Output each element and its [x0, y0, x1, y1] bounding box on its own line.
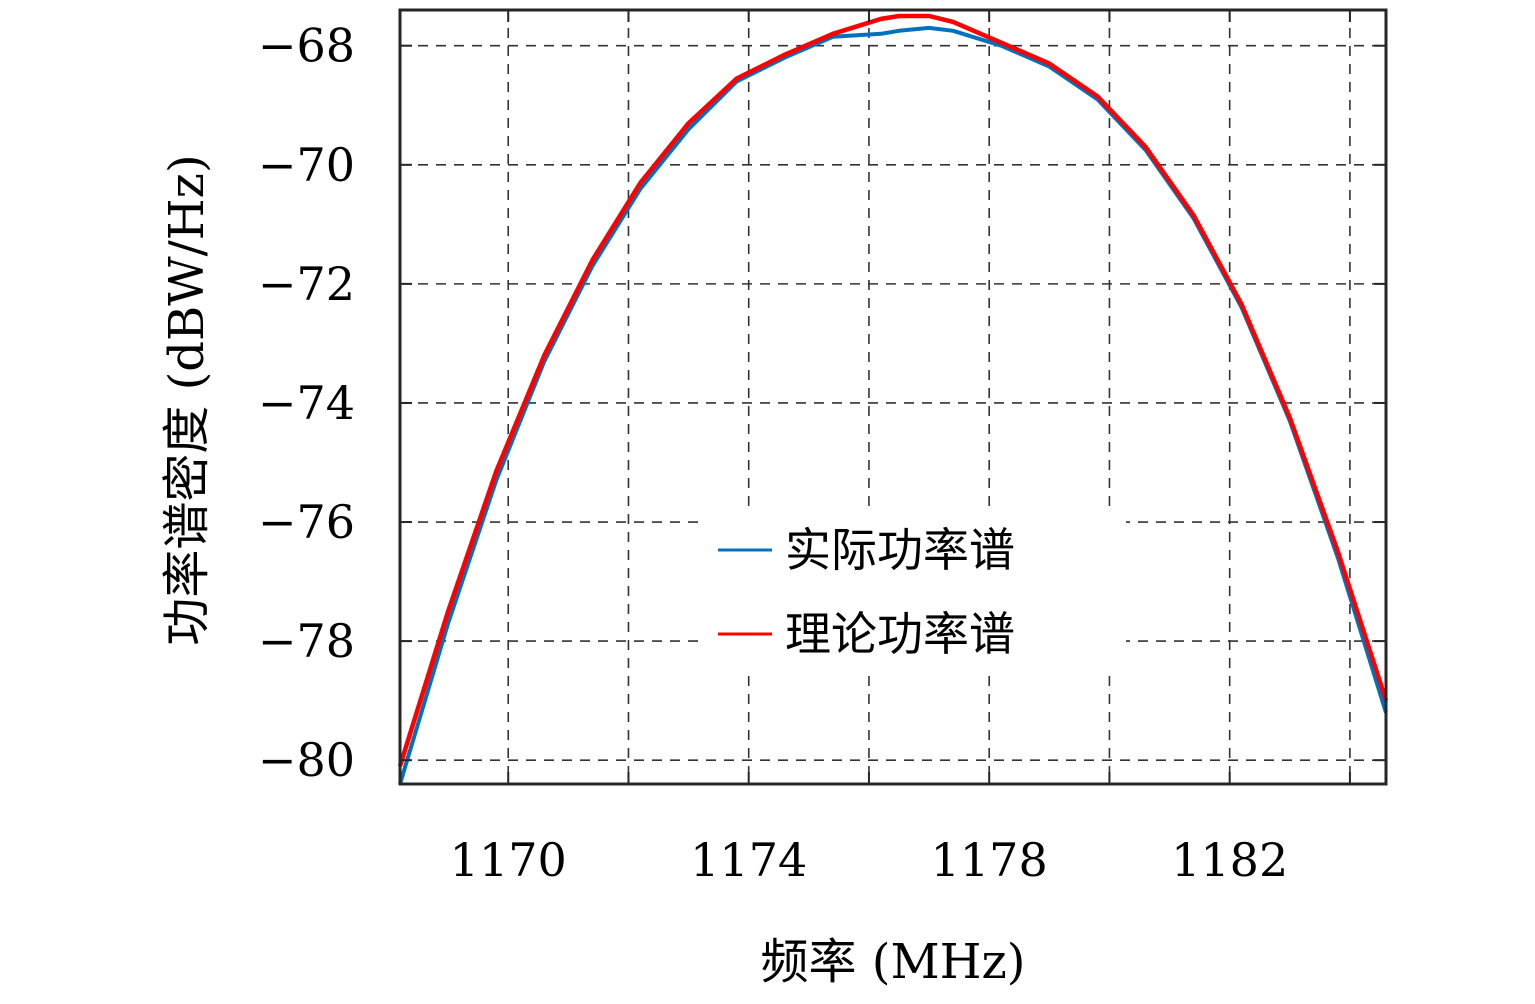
x-axis-title: 频率 (MHz)	[760, 934, 1025, 990]
x-tick-label: 1170	[450, 833, 567, 887]
y-tick-label: −76	[258, 495, 355, 549]
series-line-theoretical	[397, 13, 1389, 767]
axis-ticks: 1170 1174 1178 1182 −68 −70 −72 −74 −76 −78 −80	[258, 10, 1386, 887]
y-tick-label: −68	[258, 19, 355, 73]
y-tick-label: −78	[258, 614, 355, 668]
y-tick-label: −70	[258, 138, 355, 192]
y-tick-label: −80	[258, 733, 355, 787]
x-tick-label: 1182	[1171, 833, 1288, 887]
plot-frame	[398, 8, 1388, 786]
legend-background	[706, 512, 1126, 674]
y-axis-title: 功率谱密度 (dBW/Hz)	[159, 154, 215, 645]
legend-label-actual: 实际功率谱	[785, 523, 1015, 577]
y-tick-label: −72	[258, 257, 355, 311]
y-tick-label: −74	[258, 376, 355, 430]
legend-label-theoretical: 理论功率谱	[785, 607, 1015, 661]
x-tick-label: 1174	[690, 833, 807, 887]
x-tick-label: 1178	[931, 833, 1048, 887]
legend: 实际功率谱 理论功率谱	[706, 512, 1126, 674]
series-lines	[397, 13, 1389, 785]
